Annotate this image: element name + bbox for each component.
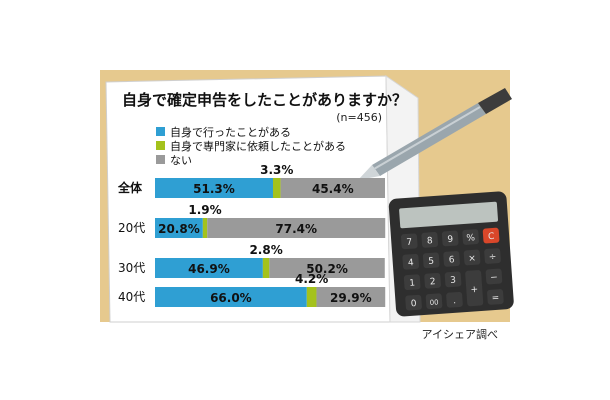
legend-swatch-none — [156, 155, 165, 164]
calculator-key — [484, 248, 501, 264]
data-label-40s-series-1: 4.2% — [295, 272, 328, 286]
calculator-key-label: 4 — [408, 258, 415, 268]
legend-swatch-professional — [156, 141, 165, 150]
bar-20s-series-2 — [207, 218, 386, 238]
calculator-key-label: . — [453, 296, 457, 306]
calculator-key — [400, 233, 418, 250]
calculator-key-label: 9 — [447, 235, 454, 245]
calculator-key-label: C — [488, 232, 495, 242]
data-label-30s-series-1: 2.8% — [249, 243, 282, 257]
legend-label-self: 自身で行ったことがある — [170, 125, 291, 139]
bar-40s-series-1 — [306, 287, 317, 307]
data-label-20s-series-0: 20.8% — [158, 222, 200, 236]
calculator-key-label: 00 — [429, 298, 438, 307]
data-label-20s-series-2: 77.4% — [275, 222, 317, 236]
calculator-key — [441, 230, 459, 247]
calculator-display — [399, 201, 498, 229]
calculator-key — [425, 293, 443, 310]
calculator-key — [463, 249, 481, 266]
bar-40s-series-0 — [155, 287, 307, 307]
pen-illustration — [358, 88, 512, 180]
data-label-30s-series-2: 50.2% — [306, 262, 348, 276]
data-label-all-series-0: 51.3% — [193, 182, 235, 196]
calculator-key — [405, 294, 422, 311]
calculator-key-label: + — [470, 285, 478, 296]
bar-20s-series-1 — [202, 218, 208, 238]
bar-all-series-2 — [280, 178, 385, 198]
bar-40s-series-2 — [316, 287, 386, 307]
calculator-key — [424, 272, 441, 289]
calculator-key-label: 3 — [450, 276, 456, 286]
chart-title: 自身で確定申告をしたことがありますか？ — [122, 91, 407, 109]
calculator-key — [485, 268, 503, 285]
bar-20s-series-0 — [155, 218, 203, 238]
legend-label-none: ない — [170, 154, 192, 167]
category-label-20s: 20代 — [118, 221, 145, 235]
calculator-key — [422, 252, 440, 269]
calculator-key-label: − — [490, 273, 498, 284]
bar-all-series-0 — [155, 178, 273, 198]
calculator-illustration: 7 8 9% C4 5 6 × ÷1 2 3 −0 00 .+= — [388, 191, 514, 317]
bar-group: 全体 51.3% 3.3% 45.4% 20代 20.8% 1.9% 77.4% 30代 46.9… — [117, 163, 386, 307]
calculator-key — [443, 251, 460, 267]
bar-30s-series-1 — [262, 258, 270, 278]
calculator-key-label: 1 — [409, 279, 415, 289]
category-label-40s: 40代 — [118, 290, 145, 304]
source-label: アイシェア調べ — [422, 327, 498, 341]
calculator-key — [444, 271, 462, 288]
calculator-key — [402, 253, 420, 270]
calculator-key-label: 6 — [449, 255, 456, 265]
calculator-key-label: 7 — [406, 238, 412, 248]
calculator-key-label: ÷ — [489, 252, 497, 263]
calculator-key-label: = — [491, 293, 499, 304]
data-label-40s-series-0: 66.0% — [210, 291, 252, 305]
category-label-all: 全体 — [117, 180, 143, 195]
data-label-30s-series-0: 46.9% — [188, 262, 230, 276]
legend-label-professional: 自身で専門家に依頼したことがある — [170, 139, 346, 153]
data-label-all-series-1: 3.3% — [260, 163, 293, 177]
legend-swatch-self — [156, 127, 165, 136]
calculator-key — [465, 270, 484, 307]
calculator-key — [421, 232, 439, 248]
sample-size-note: (n=456) — [336, 111, 382, 124]
calculator-key-label: % — [466, 233, 476, 244]
legend: 自身で行ったことがある 自身で専門家に依頼したことがある ない — [156, 125, 346, 167]
calculator-key — [446, 291, 463, 308]
calculator-key — [482, 227, 500, 244]
calculator-key — [487, 289, 504, 305]
bar-30s-series-0 — [155, 258, 263, 278]
calculator-key-label: 0 — [410, 299, 417, 309]
calculator-key-label: 5 — [428, 257, 434, 267]
data-label-20s-series-1: 1.9% — [188, 203, 221, 217]
calculator-key-label: × — [468, 254, 476, 265]
bar-all-series-1 — [272, 178, 281, 198]
calculator-key — [462, 229, 479, 245]
bar-30s-series-2 — [269, 258, 385, 278]
calculator-keypad: 7 8 9% C4 5 6 × ÷1 2 3 −0 00 .+= — [400, 227, 504, 311]
data-label-40s-series-2: 29.9% — [330, 291, 372, 305]
data-label-all-series-2: 45.4% — [312, 182, 354, 196]
category-label-30s: 30代 — [118, 261, 145, 275]
calculator-key-label: 2 — [430, 277, 436, 287]
calculator-key — [403, 274, 421, 291]
calculator-key-label: 8 — [427, 236, 434, 246]
